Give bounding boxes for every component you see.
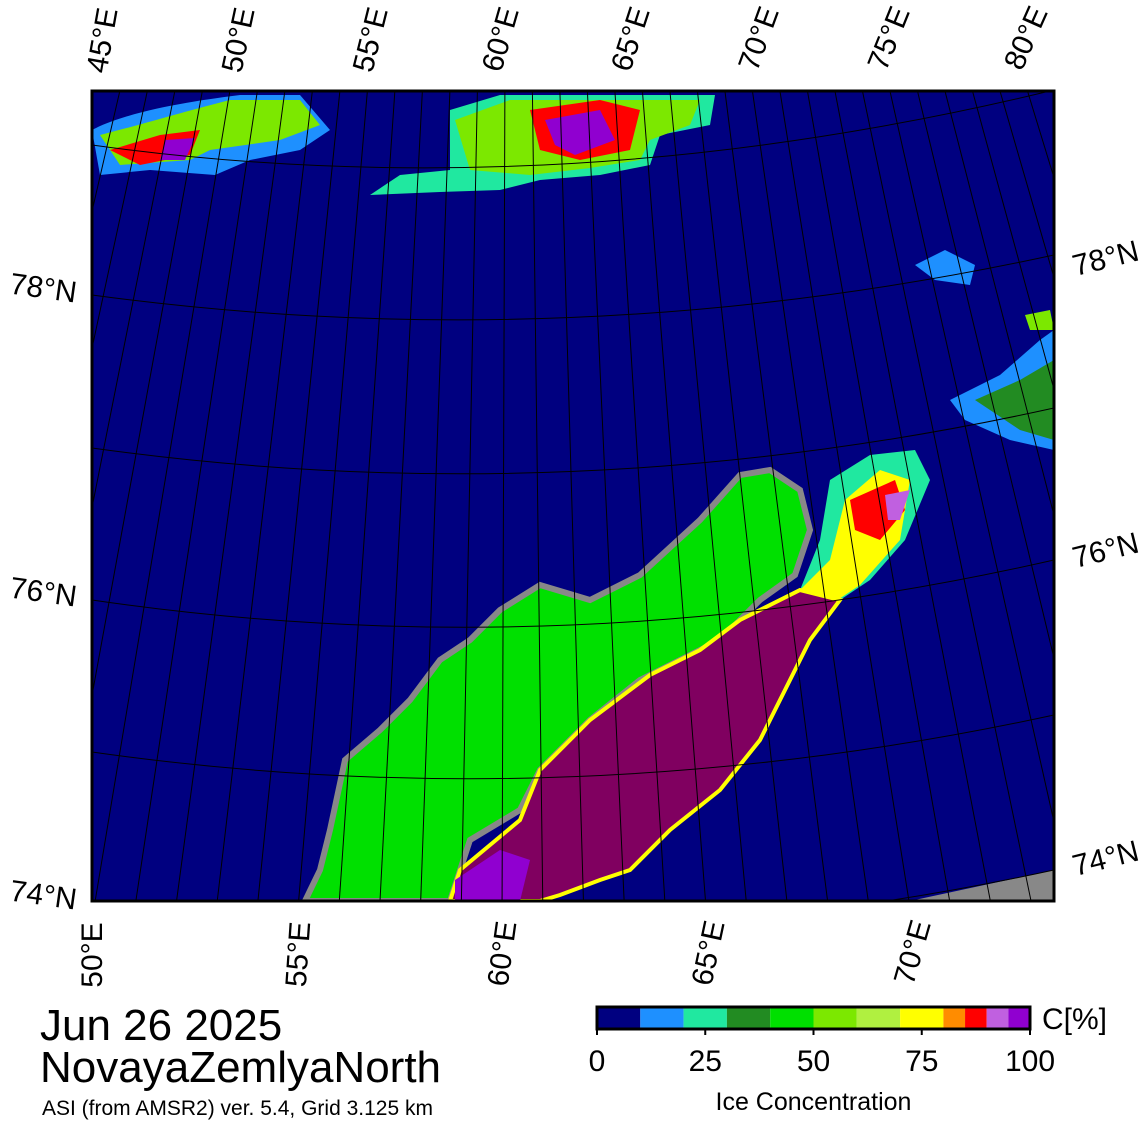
meridian	[92, 91, 176, 511]
meridian	[806, 91, 951, 901]
colorbar-segment	[965, 1007, 987, 1029]
colorbar-segment	[683, 1007, 727, 1029]
meridian	[92, 91, 93, 95]
colorbar-tick-label: 50	[797, 1045, 830, 1078]
meridian	[216, 91, 313, 901]
meridian	[944, 91, 1054, 518]
ice-patch	[915, 250, 975, 285]
meridian	[92, 91, 148, 351]
meridian	[696, 91, 788, 901]
colorbar-segment	[1008, 1007, 1030, 1029]
meridian	[379, 91, 423, 901]
lat-label: 74°N	[8, 875, 79, 917]
colorbar-segment	[726, 1007, 771, 1029]
ice-patch	[975, 360, 1054, 440]
colorbar: 0 25 50 75 100 C[%] Ice Concentration	[589, 1003, 1107, 1116]
lat-label: 76°N	[8, 572, 79, 614]
meridian	[971, 91, 1054, 392]
colorbar-segment	[943, 1007, 966, 1029]
meridian	[94, 91, 231, 901]
meridian	[0, 60, 73, 920]
ice-patch	[885, 490, 910, 520]
lon-label: 50°E	[216, 5, 262, 76]
colorbar-tick-label: 25	[689, 1045, 722, 1078]
meridian	[916, 91, 1054, 661]
parallel	[92, 559, 1054, 628]
map-area	[0, 60, 1147, 920]
lon-label: 50°E	[76, 922, 109, 987]
lon-label: 65°E	[605, 3, 657, 75]
graticule	[0, 60, 1147, 920]
meridian	[999, 91, 1054, 280]
parallel	[92, 714, 1054, 780]
lon-label: 55°E	[280, 921, 317, 989]
lat-label: 76°N	[1069, 527, 1142, 575]
colorbar-segment	[813, 1007, 857, 1029]
lon-label: 80°E	[998, 2, 1055, 75]
lon-label: 45°E	[81, 5, 125, 75]
meridian	[501, 91, 506, 901]
colorbar-tick-label: 75	[905, 1045, 938, 1078]
meridian	[531, 91, 544, 901]
lon-label: 70°E	[732, 2, 785, 75]
meridian	[779, 91, 910, 901]
colorbar-tick-label: 100	[1005, 1045, 1055, 1078]
colorbar-segment	[597, 1007, 641, 1029]
colorbar-segment	[856, 1007, 901, 1029]
colorbar-unit: C[%]	[1042, 1003, 1107, 1036]
meridian	[889, 91, 1054, 825]
parallel	[92, 254, 1054, 321]
ice-patch	[1025, 310, 1054, 330]
colorbar-tick-label: 0	[589, 1045, 606, 1078]
meridian	[586, 91, 625, 901]
sea-ice	[447, 587, 844, 901]
colorbar-segment	[770, 1007, 814, 1029]
source-note: ASI (from AMSR2) ver. 5.4, Grid 3.125 km	[42, 1097, 433, 1120]
meridian	[420, 91, 451, 901]
colorbar-segment	[986, 1007, 1009, 1029]
meridian	[176, 91, 286, 901]
lon-label: 60°E	[482, 919, 524, 988]
parallel	[92, 407, 1054, 475]
map-frame	[90, 89, 1056, 903]
meridian	[1072, 60, 1147, 920]
meridian	[257, 91, 341, 901]
meridian	[751, 91, 869, 901]
ice-patch	[455, 850, 530, 901]
meridian	[641, 91, 707, 901]
parallel	[92, 91, 1052, 169]
meridian	[1045, 60, 1147, 920]
meridian	[559, 91, 584, 901]
meridian	[724, 91, 829, 901]
meridian	[1099, 60, 1147, 920]
lat-label: 78°N	[1069, 235, 1142, 283]
meridian	[135, 91, 258, 901]
region-title: NovayaZemlyaNorth	[40, 1043, 441, 1092]
meridian	[861, 91, 1032, 901]
lon-label: 65°E	[686, 918, 732, 989]
lat-label: 78°N	[8, 268, 79, 310]
meridian	[92, 91, 203, 699]
date: Jun 26 2025	[40, 1001, 282, 1050]
colorbar-segment	[640, 1007, 684, 1029]
meridian	[338, 91, 396, 901]
meridian	[92, 91, 121, 214]
meridian	[460, 91, 478, 901]
colorbar-segment	[900, 1007, 944, 1029]
lat-label: 74°N	[1069, 835, 1142, 883]
parallel	[883, 869, 1054, 901]
meridian	[298, 91, 368, 901]
lon-label: 60°E	[476, 3, 526, 75]
lon-label: 70°E	[888, 916, 938, 988]
meridian	[614, 91, 666, 901]
colorbar-label: Ice Concentration	[716, 1088, 912, 1116]
meridian	[669, 91, 747, 901]
lon-label: 55°E	[347, 4, 395, 75]
meridian	[834, 91, 991, 901]
ice-patch	[545, 110, 615, 155]
lon-label: 75°E	[862, 2, 917, 75]
